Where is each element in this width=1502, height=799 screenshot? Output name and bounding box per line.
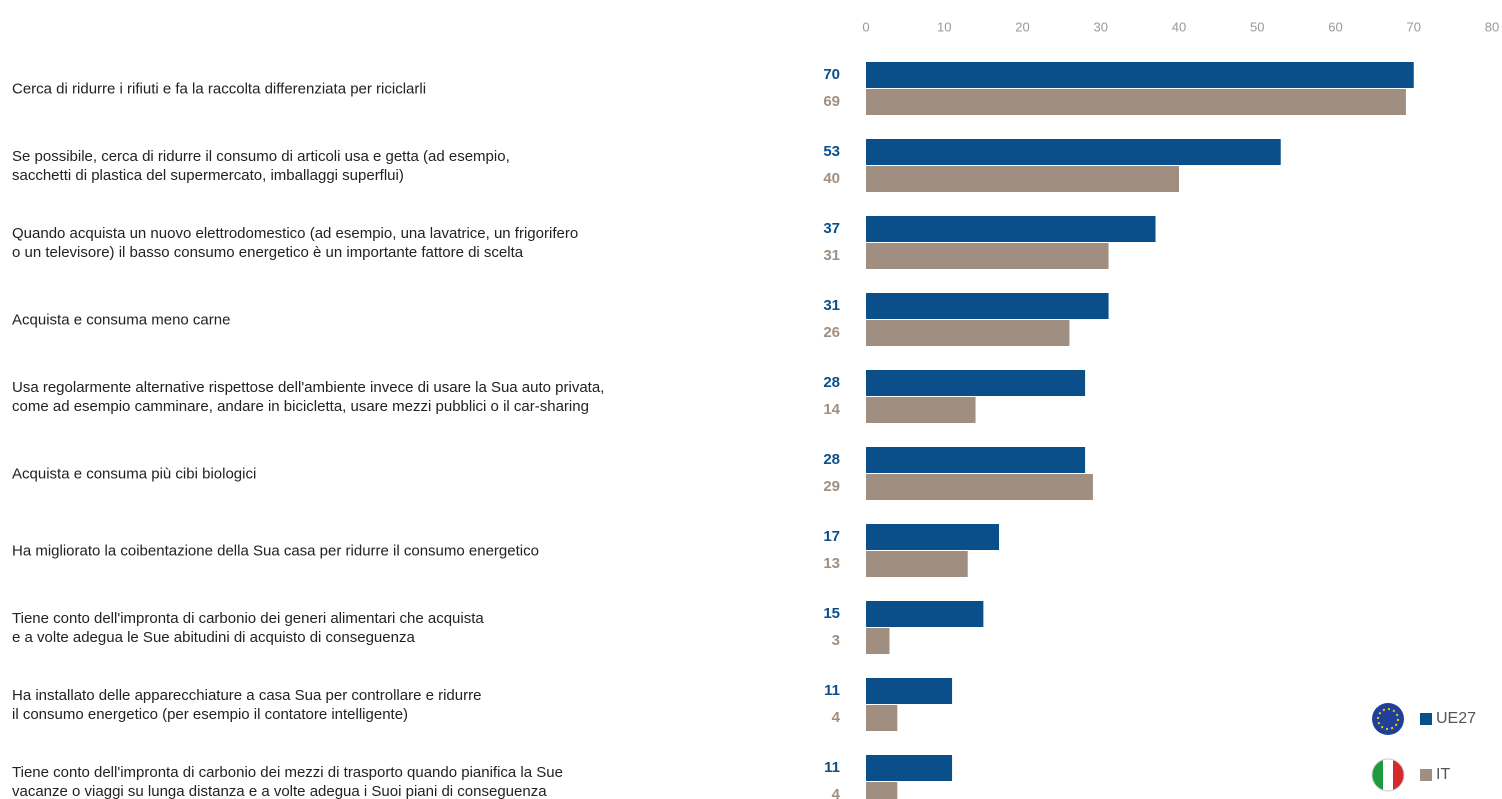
- value-label: 40: [823, 170, 840, 187]
- it-flag: [1371, 758, 1405, 792]
- category-label: Usa regolarmente alternative rispettose …: [12, 379, 605, 415]
- bar: [866, 628, 890, 654]
- category-label: Tiene conto dell'impronta di carbonio de…: [12, 764, 563, 799]
- value-label: 14: [823, 401, 840, 418]
- bar: [866, 551, 968, 577]
- category-label: Tiene conto dell'impronta di carbonio de…: [12, 610, 484, 646]
- value-label: 29: [823, 478, 840, 495]
- value-label: 13: [823, 555, 840, 572]
- legend-label: IT: [1436, 766, 1450, 783]
- value-label: 37: [823, 220, 840, 237]
- value-label: 53: [823, 143, 840, 160]
- value-label: 31: [823, 297, 840, 314]
- value-label: 3: [832, 632, 840, 649]
- x-tick-label: 40: [1172, 19, 1186, 34]
- bar: [866, 320, 1070, 346]
- category-label: Acquista e consuma più cibi biologici: [12, 465, 257, 483]
- x-tick-label: 20: [1015, 19, 1029, 34]
- legend-swatch: [1420, 713, 1432, 725]
- value-label: 70: [823, 66, 840, 83]
- bar: [866, 397, 976, 423]
- x-tick-label: 80: [1485, 19, 1499, 34]
- eu-flag: [1372, 703, 1404, 735]
- bar: [866, 705, 898, 731]
- x-tick-label: 30: [1094, 19, 1108, 34]
- value-label: 15: [823, 605, 840, 622]
- category-label: Acquista e consuma meno carne: [12, 311, 231, 329]
- x-tick-label: 70: [1407, 19, 1421, 34]
- bar: [866, 293, 1109, 319]
- value-label: 11: [824, 759, 840, 776]
- value-label: 31: [823, 247, 840, 264]
- value-label: 4: [832, 786, 841, 799]
- category-label: Cerca di ridurre i rifiuti e fa la racco…: [12, 80, 427, 98]
- bar: [866, 524, 1000, 550]
- bar: [866, 89, 1406, 115]
- bar: [866, 166, 1179, 192]
- legend-label: UE27: [1436, 710, 1476, 727]
- value-label: 26: [823, 324, 840, 341]
- bar: [866, 678, 953, 704]
- bar: [866, 447, 1086, 473]
- category-label: Ha migliorato la coibentazione della Sua…: [12, 542, 539, 560]
- x-tick-label: 60: [1328, 19, 1342, 34]
- value-label: 28: [823, 451, 840, 468]
- value-label: 11: [824, 682, 840, 699]
- bar: [866, 601, 984, 627]
- bar: [866, 782, 898, 799]
- bar: [866, 370, 1086, 396]
- category-label: Ha installato delle apparecchiature a ca…: [12, 687, 482, 723]
- x-tick-label: 0: [862, 19, 869, 34]
- legend-swatch: [1420, 769, 1432, 781]
- x-tick-label: 50: [1250, 19, 1264, 34]
- bar: [866, 243, 1109, 269]
- value-label: 69: [823, 93, 840, 110]
- bar: [866, 755, 953, 781]
- bar: [866, 139, 1281, 165]
- bar: [866, 474, 1093, 500]
- value-label: 4: [832, 709, 841, 726]
- value-label: 17: [823, 528, 840, 545]
- bar: [866, 216, 1156, 242]
- x-tick-label: 10: [937, 19, 951, 34]
- category-label: Se possibile, cerca di ridurre il consum…: [12, 148, 510, 184]
- bar: [866, 62, 1414, 88]
- category-label: Quando acquista un nuovo elettrodomestic…: [12, 225, 579, 261]
- value-label: 28: [823, 374, 840, 391]
